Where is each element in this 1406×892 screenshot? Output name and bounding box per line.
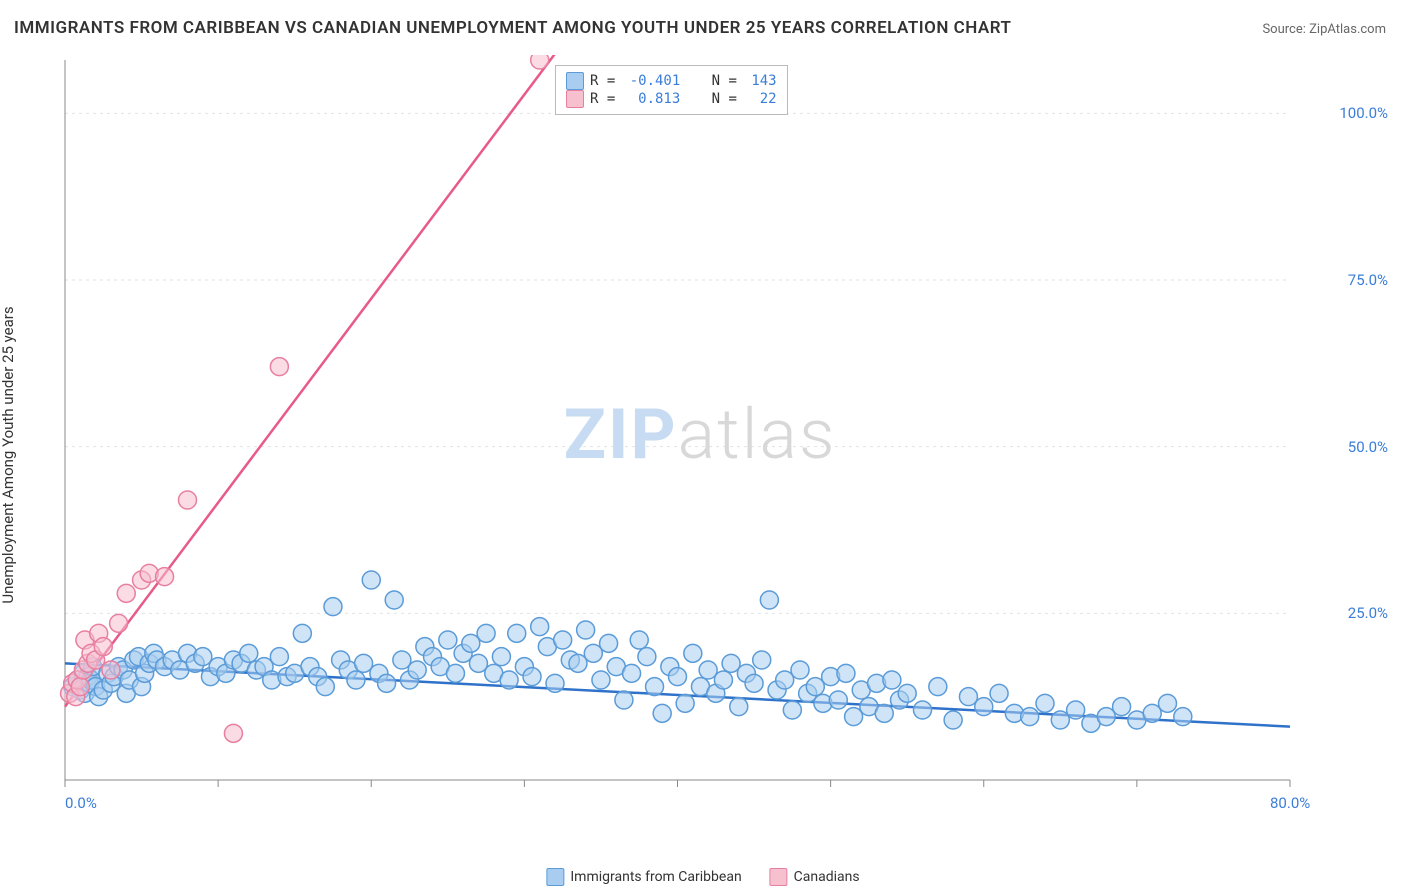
data-point (94, 638, 112, 656)
data-point (1021, 708, 1039, 726)
bottom-legend: Immigrants from Caribbean Canadians (546, 868, 859, 886)
data-point (224, 724, 242, 742)
data-point (1159, 694, 1177, 712)
data-point (714, 671, 732, 689)
data-point (523, 668, 541, 686)
legend-swatch (770, 868, 788, 886)
stats-row: R = -0.401 N = 143 (566, 72, 777, 90)
source-value: ZipAtlas.com (1309, 22, 1386, 37)
y-tick-label: 50.0% (1348, 438, 1388, 456)
data-point (638, 648, 656, 666)
data-point (270, 358, 288, 376)
data-point (653, 704, 671, 722)
data-point (990, 684, 1008, 702)
data-point (760, 591, 778, 609)
chart-title: IMMIGRANTS FROM CARIBBEAN VS CANADIAN UN… (14, 18, 1012, 38)
legend-label: Canadians (794, 869, 860, 885)
source-attribution: Source: ZipAtlas.com (1262, 22, 1386, 37)
data-point (944, 711, 962, 729)
legend-swatch (546, 868, 564, 886)
data-point (676, 694, 694, 712)
data-point (975, 698, 993, 716)
y-tick-label: 25.0% (1348, 604, 1388, 622)
data-point (477, 624, 495, 642)
data-point (385, 591, 403, 609)
data-point (791, 661, 809, 679)
data-point (898, 684, 916, 702)
stat-value: 143 (751, 73, 776, 89)
data-point (646, 678, 664, 696)
data-point (492, 648, 510, 666)
data-point (270, 648, 288, 666)
data-point (508, 624, 526, 642)
data-point (1174, 708, 1192, 726)
data-point (240, 644, 258, 662)
stats-row: R = 0.813 N = 22 (566, 90, 777, 108)
data-point (324, 598, 342, 616)
data-point (929, 678, 947, 696)
legend-label: Immigrants from Caribbean (570, 869, 741, 885)
y-axis-label: Unemployment Among Youth under 25 years (0, 306, 17, 603)
data-point (623, 664, 641, 682)
stat-value: -0.401 (630, 73, 681, 89)
y-tick-label: 75.0% (1348, 271, 1388, 289)
stat-value: 0.813 (630, 91, 681, 107)
data-point (1067, 701, 1085, 719)
stat-label: N = (686, 91, 745, 107)
data-point (1036, 694, 1054, 712)
legend-swatch (566, 72, 584, 90)
data-point (546, 674, 564, 692)
data-point (730, 698, 748, 716)
data-point (745, 674, 763, 692)
data-point (554, 631, 572, 649)
data-point (179, 491, 197, 509)
legend-item: Canadians (770, 868, 860, 886)
data-point (684, 644, 702, 662)
data-point (156, 568, 174, 586)
data-point (362, 571, 380, 589)
data-point (592, 671, 610, 689)
source-label: Source: (1262, 22, 1305, 37)
data-point (669, 668, 687, 686)
data-point (347, 671, 365, 689)
data-point (446, 664, 464, 682)
plot-area: ZIPatlas R = -0.401 N = 143R = 0.813 N =… (55, 55, 1345, 815)
data-point (439, 631, 457, 649)
data-point (316, 678, 334, 696)
data-point (914, 701, 932, 719)
data-point (753, 651, 771, 669)
x-tick-label: 80.0% (1270, 794, 1310, 888)
data-point (293, 624, 311, 642)
data-point (71, 678, 89, 696)
data-point (102, 661, 120, 679)
data-point (531, 618, 549, 636)
trend-line (65, 55, 570, 707)
legend-swatch (566, 90, 584, 108)
x-tick-label: 0.0% (65, 794, 97, 888)
stat-label: N = (686, 73, 745, 89)
y-tick-label: 100.0% (1339, 104, 1388, 122)
data-point (110, 614, 128, 632)
data-point (378, 674, 396, 692)
data-point (500, 671, 518, 689)
data-point (408, 661, 426, 679)
data-point (630, 631, 648, 649)
data-point (531, 55, 549, 69)
data-point (615, 691, 633, 709)
data-point (829, 691, 847, 709)
scatter-chart (55, 55, 1345, 815)
data-point (875, 704, 893, 722)
data-point (883, 671, 901, 689)
data-point (577, 621, 595, 639)
data-point (837, 664, 855, 682)
legend-item: Immigrants from Caribbean (546, 868, 741, 886)
stat-label: R = (590, 73, 624, 89)
data-point (1113, 698, 1131, 716)
stats-box: R = -0.401 N = 143R = 0.813 N = 22 (555, 65, 788, 115)
stat-label: R = (590, 91, 624, 107)
data-point (600, 634, 618, 652)
data-point (783, 701, 801, 719)
stat-value: 22 (751, 91, 776, 107)
data-point (117, 584, 135, 602)
